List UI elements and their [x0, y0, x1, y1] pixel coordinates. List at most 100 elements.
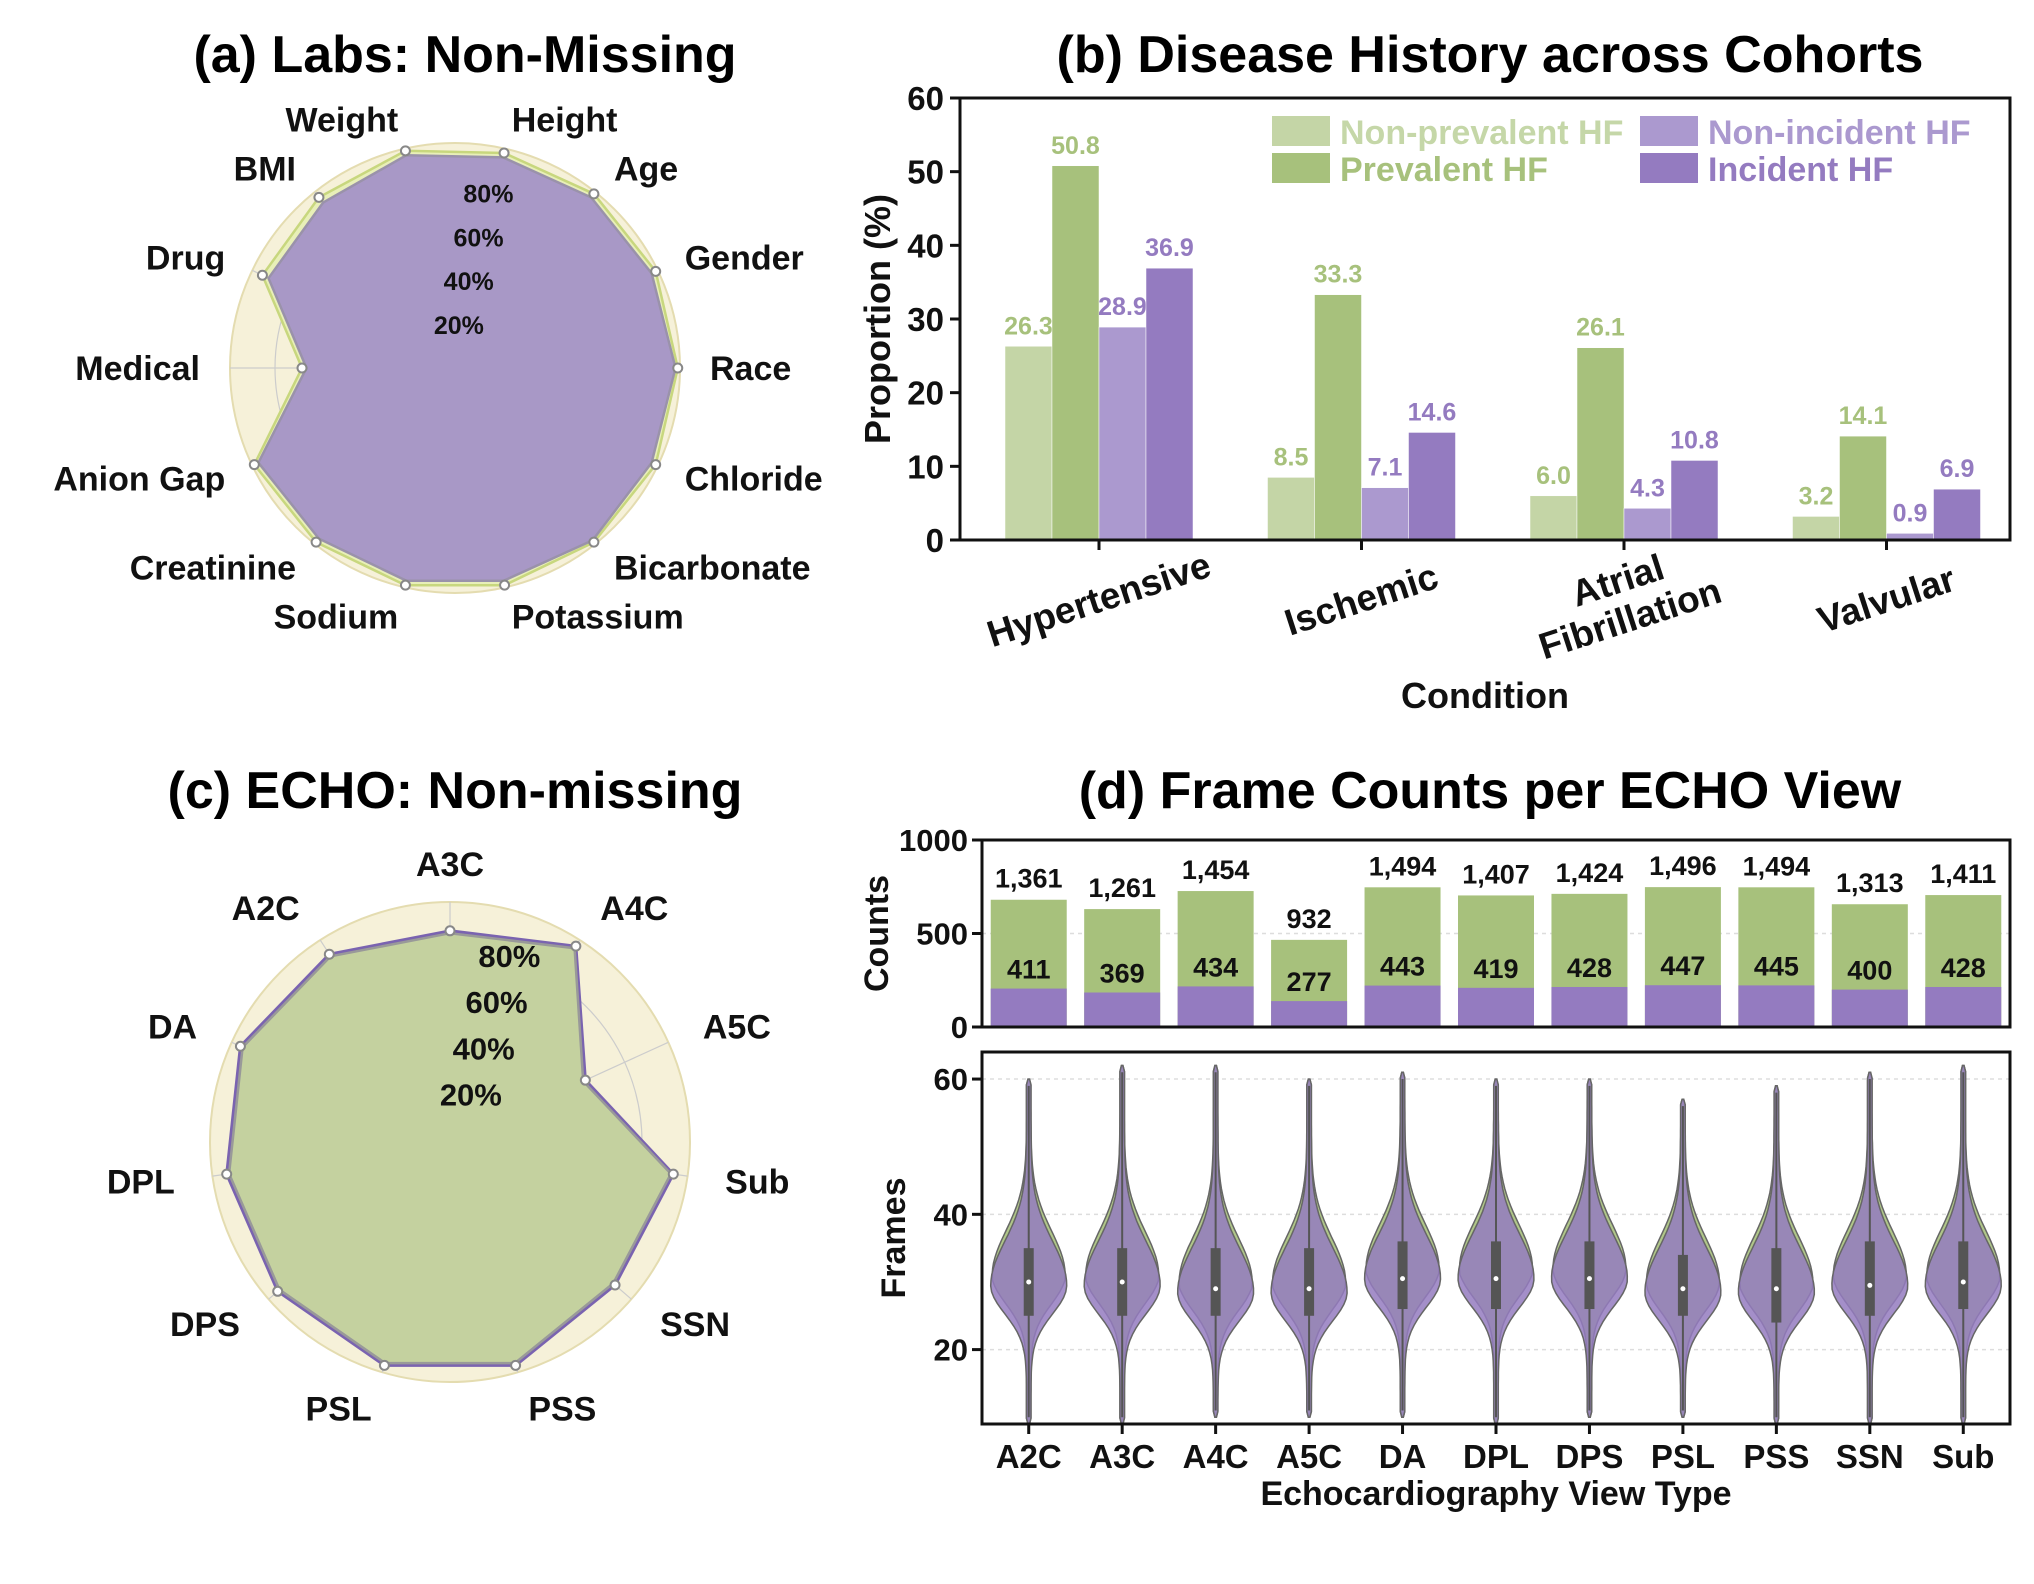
radar-axis-label: Race	[710, 350, 791, 388]
bar-subset-label: 411	[1007, 955, 1051, 985]
radar-point	[650, 265, 662, 277]
radar-point	[579, 1074, 591, 1086]
radar-tick-label: 60%	[465, 985, 527, 1020]
panel-b-disease-bars: (b) Disease History across Cohorts 26.3 8…	[857, 26, 2012, 716]
legend-swatch	[1640, 116, 1698, 146]
y-axis-label: Proportion (%)	[857, 194, 898, 444]
disease-bar-plot: 26.3 8.5 6.0 3.2 50.8 33.3 26.1 14.1 28.9 7.1 4.3 0…	[857, 80, 2012, 716]
x-tick-label: Hypertensive	[982, 544, 1216, 655]
x-tick-label: PSL	[1651, 1438, 1715, 1475]
bar-value-label: 6.9	[1940, 455, 1975, 483]
radar-point	[323, 948, 335, 960]
bar-subset-label: 443	[1380, 952, 1425, 982]
radar-point	[256, 269, 268, 281]
bar-value-label: 8.5	[1274, 443, 1309, 471]
bar-prevalent-hf	[1051, 165, 1100, 541]
bar-value-label: 10.8	[1670, 426, 1719, 454]
bar-subset	[1458, 987, 1534, 1027]
bar-subset	[990, 988, 1067, 1027]
bar-subset-label: 428	[1941, 953, 1986, 983]
radar-axis-label: Height	[512, 101, 618, 139]
radar-axis-label: DPS	[170, 1306, 240, 1344]
bar-non-prevalent-hf	[1529, 495, 1578, 541]
radar-point	[672, 362, 684, 374]
y-tick-label: 500	[916, 917, 968, 952]
radar-axis-label: Weight	[286, 101, 399, 139]
violin-median	[1400, 1276, 1406, 1282]
bar-subset	[1364, 985, 1441, 1027]
bar-incident-hf	[1933, 488, 1981, 541]
radar-point	[444, 925, 456, 937]
legend-label: Prevalent HF	[1340, 151, 1548, 189]
radar-axis-label: Sodium	[274, 599, 399, 637]
bar-non-incident-hf	[1361, 487, 1409, 541]
radar-axis-label: Drug	[146, 239, 225, 277]
radar-point	[399, 145, 411, 157]
bar-value-label: 3.2	[1799, 482, 1834, 510]
panel-b-title: (b) Disease History across Cohorts	[1057, 26, 1924, 84]
radar-point	[499, 579, 511, 591]
violin-iqr-box	[1771, 1248, 1782, 1323]
radar-axis-label: Potassium	[512, 599, 684, 637]
radar-tick-label: 80%	[463, 180, 513, 208]
bar-subset	[1084, 992, 1161, 1027]
bar-value-label: 14.6	[1408, 398, 1457, 426]
legend-swatch	[1272, 153, 1330, 183]
violin-median	[1680, 1286, 1686, 1292]
x-tick-label: PSS	[1743, 1438, 1809, 1475]
x-tick-label: DA	[1379, 1438, 1427, 1475]
echo-radar-plot: 20% 40% 60% 80% A3C A4C A5C Sub SSN PSS PSL DPS DPL D…	[107, 846, 790, 1429]
radar-point	[650, 459, 662, 471]
panel-d-title: (d) Frame Counts per ECHO View	[1079, 762, 1902, 820]
y-tick-label: 30	[907, 301, 944, 338]
bar-non-incident-hf	[1623, 508, 1672, 541]
radar-point	[313, 191, 325, 203]
y-tick-label: 1000	[899, 823, 968, 858]
radar-axis-label: A2C	[232, 890, 300, 928]
bar-subset	[1644, 985, 1721, 1027]
bar-value-label: 26.1	[1576, 314, 1625, 342]
x-tick-label: AtrialFibrillation	[1521, 532, 1726, 667]
bar-total-label: 1,361	[995, 864, 1063, 894]
radar-axis-label: A4C	[600, 890, 668, 928]
violin-iqr-box	[1210, 1248, 1221, 1316]
bar-incident-hf	[1670, 460, 1719, 541]
panel-a-labs-radar: (a) Labs: Non-Missing 20% 40% 60% 80% Weight…	[53, 26, 822, 637]
x-tick-label: A4C	[1183, 1438, 1249, 1475]
bar-subset	[1177, 986, 1254, 1027]
legend-label: Non-prevalent HF	[1340, 114, 1623, 152]
x-tick-label-line: Valvular	[1813, 558, 1961, 641]
bar-incident-hf	[1145, 267, 1194, 541]
bar-total-label: 1,424	[1556, 858, 1624, 888]
radar-axis-label: Anion Gap	[53, 461, 225, 499]
x-tick-label: Valvular	[1813, 558, 1961, 641]
frame-count-bar-plot: 1,361 411 1,261 369 1,454 434 932 277 1,494 443 1,…	[858, 823, 2012, 1045]
radar-point	[310, 536, 322, 548]
bar-non-incident-hf	[1098, 326, 1147, 541]
radar-point	[221, 1168, 233, 1180]
bar-value-label: 4.3	[1630, 474, 1665, 502]
bar-subset	[1925, 986, 2002, 1027]
bar-subset-label: 419	[1473, 954, 1518, 984]
bar-subset	[1271, 1001, 1348, 1027]
bar-subset	[1551, 986, 1628, 1027]
y-tick-label: 0	[926, 522, 944, 559]
bar-subset-label: 277	[1287, 967, 1332, 997]
bar-non-prevalent-hf	[1792, 516, 1840, 541]
violin-iqr-box	[1677, 1254, 1688, 1316]
x-axis-label: Condition	[1401, 675, 1569, 716]
x-tick-label-line: Ischemic	[1280, 556, 1443, 644]
radar-point	[609, 1279, 621, 1291]
radar-point	[510, 1359, 522, 1371]
radar-axis-label: Gender	[685, 239, 804, 277]
radar-inner-area	[227, 931, 673, 1365]
bar-subset-label: 400	[1847, 956, 1892, 986]
violin-median	[1493, 1276, 1499, 1282]
bar-value-label: 26.3	[1004, 312, 1053, 340]
violin-median	[1586, 1276, 1592, 1282]
bar-value-label: 33.3	[1314, 261, 1363, 289]
bar-total-label: 1,261	[1088, 873, 1156, 903]
violin-median	[1119, 1279, 1125, 1285]
x-tick-label: DPL	[1463, 1438, 1529, 1475]
